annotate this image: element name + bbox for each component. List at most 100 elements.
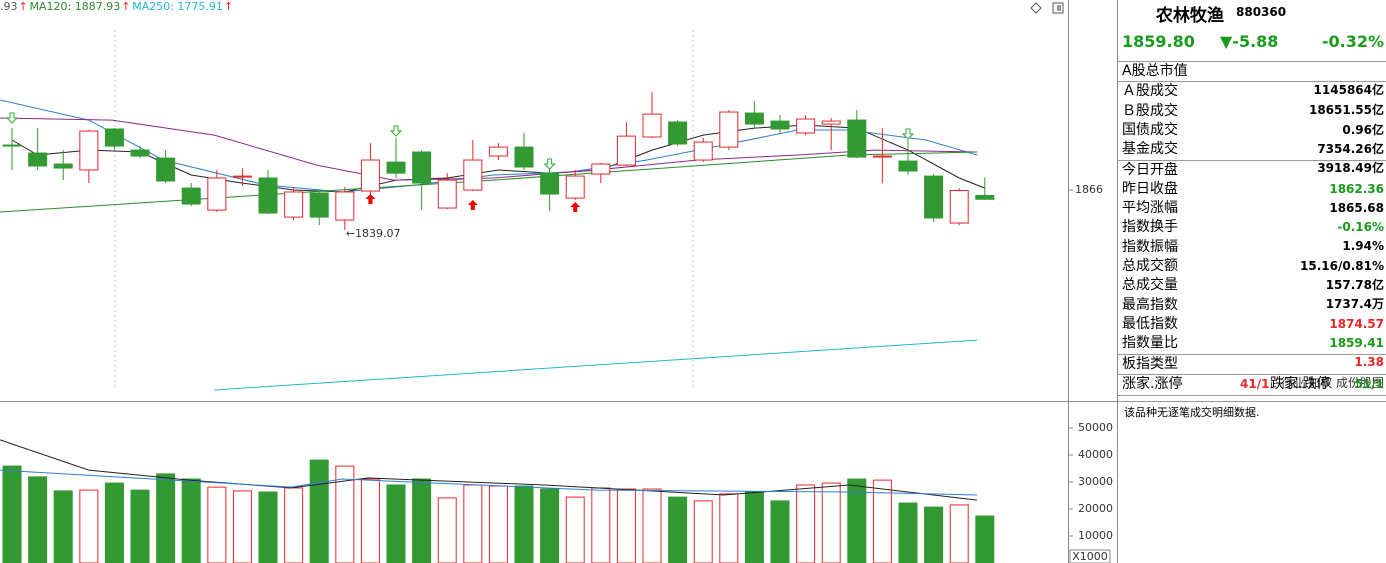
separator	[1118, 61, 1386, 62]
ma-arrow: ↑	[224, 0, 233, 13]
icon-window-inner	[1057, 5, 1061, 11]
row-value: 7354.26亿	[1317, 141, 1384, 156]
volume-bar	[79, 489, 99, 563]
candle-body	[360, 159, 380, 192]
info-row: 总成交量 1737.4万	[1122, 276, 1384, 311]
down-label: 跌家.跌停	[1270, 375, 1331, 392]
row-label: Ｂ股成交	[1122, 102, 1178, 119]
candle-body	[79, 130, 99, 171]
volume-bar	[156, 473, 176, 563]
price: 1859.80	[1122, 32, 1195, 51]
candle-body	[744, 112, 764, 125]
signal-down	[389, 125, 403, 137]
candle-body	[770, 120, 790, 130]
ma-line	[0, 151, 978, 213]
vol-tick-label: 30000	[1078, 475, 1113, 488]
row-value: 1737.4万	[1325, 297, 1384, 312]
ma-arrow: ↑	[121, 0, 130, 13]
vol-tick-label: 40000	[1078, 448, 1113, 461]
quote-panel: 农林牧渔 880360 1859.80 ▼-5.88 -0.32% A股总市值 114586…	[1118, 0, 1386, 563]
ma-line	[0, 99, 978, 193]
candle-body	[565, 175, 585, 199]
signal-up	[570, 202, 581, 212]
ma-arrow: ↑	[19, 0, 28, 13]
index-name: 农林牧渔	[1156, 6, 1224, 26]
volume-bar	[591, 487, 611, 563]
row-value: 3918.49亿	[1317, 161, 1384, 176]
row-label: 指数振幅	[1122, 238, 1178, 255]
row-label: 国债成交	[1122, 121, 1178, 138]
row-value: 18651.55亿	[1308, 103, 1384, 118]
volume-bar	[130, 489, 150, 563]
row-value: 157.78亿	[1325, 278, 1384, 292]
candle-body	[181, 187, 201, 205]
row-label: 今日开盘	[1122, 161, 1178, 178]
volume-bar	[104, 482, 124, 563]
candle-body	[463, 159, 483, 191]
candle-body	[693, 141, 713, 161]
row-value: 1.38	[1354, 355, 1384, 370]
candle-body	[53, 163, 73, 169]
candle-body	[156, 157, 176, 182]
row-value: 1.94%	[1342, 239, 1384, 254]
icon-window[interactable]	[1052, 2, 1064, 14]
up-label: 涨家.涨停	[1122, 375, 1183, 392]
row-label: 基金成交	[1122, 141, 1178, 158]
info-row: 指数换手 1.94%	[1122, 218, 1384, 253]
volume-bar	[719, 493, 739, 563]
vol-tick-label: 20000	[1078, 502, 1113, 515]
volume-bar	[565, 496, 585, 563]
volume-bar	[668, 496, 688, 563]
up-value: 41/1	[1240, 376, 1270, 391]
candle-body	[488, 146, 508, 157]
volume-bar	[796, 484, 816, 563]
volume-bar	[744, 491, 764, 563]
signal-down	[901, 128, 915, 140]
volume-bar	[898, 502, 918, 563]
volume-bar	[386, 484, 406, 563]
candle-body	[591, 163, 611, 175]
change-pct: -0.32%	[1321, 32, 1384, 51]
candle-body	[2, 144, 22, 147]
candle-body	[924, 175, 944, 219]
info-row: 国债成交 7354.26亿	[1122, 121, 1384, 156]
vol-tick-label: 50000	[1078, 421, 1113, 434]
separator	[1118, 400, 1386, 402]
icon-diamond[interactable]	[1030, 2, 1042, 14]
volume-bar	[412, 478, 432, 563]
change: ▼-5.88	[1220, 32, 1279, 51]
row-value: 0.96亿	[1342, 122, 1384, 137]
row-label: 总成交额	[1122, 258, 1178, 274]
candle-body	[386, 161, 406, 174]
volume-bar	[258, 491, 278, 563]
volume-bar	[488, 485, 508, 563]
volume-bar	[924, 506, 944, 563]
row-label: 指数量比	[1122, 335, 1178, 352]
chart: .93 ↑ MA120: 1887.93 ↑ MA250: 1775.91 ↑1866←1…	[0, 0, 1118, 563]
row-label: 最高指数	[1122, 296, 1178, 313]
row-value: 1145864亿	[1313, 83, 1384, 97]
row-label: 总成交量	[1122, 277, 1178, 294]
ma-line	[214, 339, 978, 391]
info-row: A股总市值 1145864亿	[1122, 62, 1384, 97]
separator	[1118, 373, 1386, 375]
candle-body	[872, 155, 892, 158]
candle-body	[335, 191, 355, 221]
volume-bar	[53, 490, 73, 563]
volume-bar	[616, 488, 636, 563]
index-code: 880360	[1236, 5, 1287, 19]
ma-label: MA120: 1887.93	[30, 0, 121, 13]
candle-body	[28, 152, 48, 167]
row-label: Ａ股成交	[1122, 83, 1178, 100]
signal-down	[543, 158, 556, 170]
info-row: 平均涨幅 -0.16%	[1122, 199, 1384, 234]
low-annotation: ←1839.07	[346, 227, 401, 240]
y-tick-label: 1866	[1075, 183, 1103, 196]
ma-label: MA250: 1775.91	[132, 0, 223, 13]
separator	[1118, 394, 1386, 396]
row-value: -0.16%	[1337, 220, 1384, 235]
volume-bar	[463, 484, 483, 563]
unit-box	[1069, 549, 1111, 563]
row-label: A股总市值	[1122, 63, 1188, 79]
